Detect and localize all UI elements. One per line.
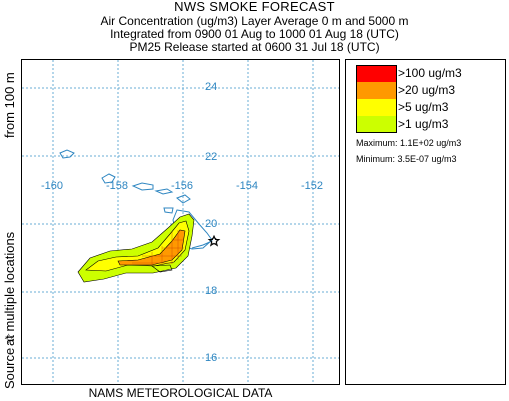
lon-label-152: -152 xyxy=(301,180,324,192)
data-source-footer: NAMS METEOROLOGICAL DATA xyxy=(88,386,273,400)
legend-swatch-red xyxy=(356,65,397,82)
latitude-gridlines xyxy=(22,87,339,359)
legend-item-over-1: >1 ug/m3 xyxy=(356,116,496,133)
legend-item-over-5: >5 ug/m3 xyxy=(356,99,496,116)
lon-label-160: -160 xyxy=(41,180,64,192)
island-kauai xyxy=(101,173,116,184)
concentration-legend: >100 ug/m3 >20 ug/m3 >5 ug/m3 >1 ug/m3 M… xyxy=(345,59,506,385)
island-maui xyxy=(176,194,191,204)
release-start: PM25 Release started at 0600 31 Jul 18 (… xyxy=(129,40,380,54)
legend-label-over-5: >5 ug/m3 xyxy=(398,100,449,114)
legend-swatch-yellow xyxy=(356,99,397,116)
concentration-description: Air Concentration (ug/m3) Layer Average … xyxy=(100,14,409,28)
island-oahu xyxy=(131,182,154,191)
hawaii-coastlines xyxy=(59,149,213,250)
legend-label-over-20: >20 ug/m3 xyxy=(398,83,456,97)
plume-lobe xyxy=(151,264,173,273)
lon-label-156: -156 xyxy=(171,180,194,192)
legend-item-over-20: >20 ug/m3 xyxy=(356,82,496,99)
minimum-concentration: Minimum: 3.5E-07 ug/m3 xyxy=(356,154,457,164)
legend-label-over-100: >100 ug/m3 xyxy=(398,66,462,80)
lat-label-24: 24 xyxy=(205,81,218,93)
smoke-plume xyxy=(77,213,213,283)
lat-label-16: 16 xyxy=(205,352,218,364)
lat-label-20: 20 xyxy=(205,218,218,230)
legend-label-over-1: >1 ug/m3 xyxy=(398,117,449,131)
plume-tail xyxy=(191,240,213,249)
plume-grid-hatch xyxy=(132,230,184,265)
lon-label-158: -158 xyxy=(106,180,129,192)
source-legend-label: Source ☆ xyxy=(2,332,17,389)
lat-label-22: 22 xyxy=(205,151,218,163)
legend-swatch-orange xyxy=(356,82,397,99)
release-height-label: from 100 m xyxy=(2,72,17,138)
smoke-map: 24 22 20 18 16 -160 -158 -156 -154 -152 xyxy=(21,59,340,385)
forecast-title: NWS SMOKE FORECAST xyxy=(174,0,335,14)
legend-swatch-lime xyxy=(356,116,397,133)
map-canvas xyxy=(22,60,339,384)
integration-period: Integrated from 0900 01 Aug to 1000 01 A… xyxy=(110,27,399,41)
release-locations-label: at multiple locations xyxy=(2,231,17,346)
island-lanai xyxy=(163,207,174,214)
contour-over-20 xyxy=(117,229,186,266)
legend-item-over-100: >100 ug/m3 xyxy=(356,65,496,82)
lon-label-154: -154 xyxy=(236,180,259,192)
maximum-concentration: Maximum: 1.1E+02 ug/m3 xyxy=(356,138,462,148)
source-star-icon xyxy=(207,234,221,247)
island-molokai xyxy=(154,188,174,195)
island-niihau xyxy=(59,149,75,159)
lat-label-18: 18 xyxy=(205,285,218,297)
